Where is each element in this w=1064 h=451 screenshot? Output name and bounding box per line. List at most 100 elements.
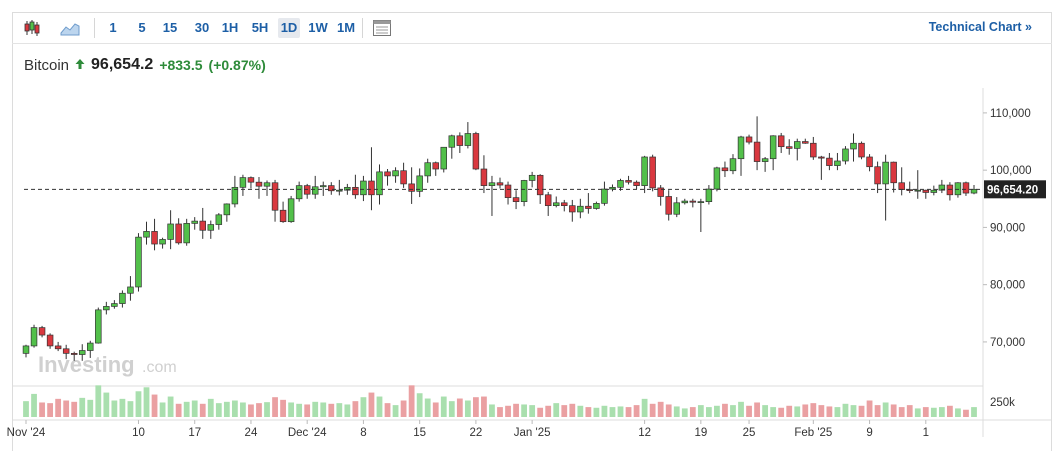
- volume-bar: [593, 407, 600, 417]
- timeframe-30-button[interactable]: 30: [194, 20, 210, 35]
- volume-bar: [521, 404, 527, 417]
- volume-bar: [464, 400, 471, 417]
- volume-bar: [95, 385, 102, 417]
- candle-body: [22, 345, 30, 354]
- volume-axis-label: 250k: [990, 397, 1015, 409]
- candle-body: [239, 177, 247, 188]
- volume-bar: [31, 393, 37, 417]
- candle-body: [842, 148, 849, 162]
- volume-bar: [408, 385, 415, 417]
- x-tick-label: Jan '25: [514, 427, 551, 439]
- area-chart-icon[interactable]: [58, 17, 82, 39]
- volume-bar: [649, 403, 656, 417]
- volume-bar: [963, 409, 969, 417]
- candle-body: [456, 135, 464, 146]
- candle-body: [569, 205, 576, 213]
- volume-bar: [842, 403, 849, 417]
- candle-body: [745, 136, 753, 143]
- candle-body: [970, 188, 978, 194]
- candle-body: [62, 348, 70, 354]
- candle-body: [111, 303, 118, 307]
- volume-bar: [665, 404, 672, 417]
- y-tick-label: 90,000: [990, 222, 1025, 234]
- candle-body: [810, 142, 817, 158]
- volume-bar: [400, 400, 407, 417]
- volume-bar: [617, 406, 624, 417]
- volume-bar: [272, 397, 278, 417]
- candlestick-icon[interactable]: [20, 17, 44, 39]
- volume-bar: [722, 403, 728, 417]
- instrument-name: Bitcoin: [24, 56, 70, 74]
- candle-body: [520, 180, 528, 202]
- volume-bar: [87, 399, 94, 417]
- candle-body: [231, 186, 239, 205]
- volume-bar: [288, 402, 295, 417]
- candle-body: [721, 167, 729, 172]
- volume-bar: [376, 396, 383, 417]
- timeframe-5h-button[interactable]: 5H: [251, 20, 269, 35]
- y-tick-label: 70,000: [990, 337, 1025, 349]
- timeframe-1m-button[interactable]: 1M: [336, 20, 356, 35]
- candle-body: [512, 197, 520, 202]
- candle-body: [946, 184, 954, 196]
- timeframe-15-button[interactable]: 15: [162, 20, 178, 35]
- timeframe-1h-button[interactable]: 1H: [221, 20, 239, 35]
- candle-body: [544, 194, 552, 207]
- candle-body: [536, 174, 544, 196]
- volume-bar: [505, 405, 511, 417]
- volume-bar: [553, 403, 560, 417]
- timeframe-1w-button[interactable]: 1W: [308, 20, 328, 35]
- volume-bar: [705, 407, 712, 417]
- volume-bar: [456, 398, 463, 417]
- timeframe-1d-button[interactable]: 1D: [278, 18, 300, 38]
- volume-bar: [424, 398, 431, 417]
- x-tick-label: 25: [743, 427, 756, 439]
- volume-bar: [802, 404, 809, 417]
- candle-body: [70, 353, 78, 355]
- volume-bar: [882, 402, 889, 417]
- volume-bar: [384, 403, 391, 417]
- x-tick-label: 17: [188, 427, 201, 439]
- volume-bar: [328, 403, 335, 417]
- volume-bar: [657, 401, 664, 417]
- volume-bar: [481, 396, 487, 417]
- x-tick-label: 19: [694, 427, 707, 439]
- arrow-up-icon: [75, 57, 85, 74]
- timeframe-5-button[interactable]: 5: [138, 20, 146, 35]
- candle-body: [360, 180, 367, 196]
- timeframe-1-button[interactable]: 1: [109, 20, 117, 35]
- candle-body: [625, 180, 632, 183]
- volume-bar: [489, 404, 495, 417]
- volume-bar: [352, 401, 359, 417]
- volume-bar: [754, 402, 760, 417]
- candle-body: [834, 160, 841, 166]
- candle-body: [392, 170, 399, 177]
- candle-body: [954, 182, 962, 196]
- chart-toolbar: 1 5 15 30 1H 5H 1D 1W 1M Technical Chart »: [12, 12, 1052, 44]
- x-tick-label: 8: [360, 427, 366, 439]
- volume-bar: [834, 407, 841, 417]
- candle-body: [247, 177, 255, 183]
- volume-bar: [778, 407, 785, 417]
- candle-body: [440, 146, 448, 170]
- candle-body: [263, 182, 271, 187]
- candle-body: [496, 182, 504, 186]
- candle-body: [143, 231, 150, 238]
- candle-body: [151, 231, 158, 245]
- table-icon[interactable]: [370, 17, 394, 39]
- candle-body: [769, 135, 777, 160]
- candle-body: [713, 167, 721, 190]
- candle-body: [46, 334, 54, 347]
- volume-bar: [320, 402, 327, 417]
- y-tick-label: 80,000: [990, 280, 1025, 292]
- chart-frame: [12, 12, 1052, 451]
- technical-chart-link[interactable]: Technical Chart »: [928, 20, 1032, 34]
- volume-bar: [971, 407, 977, 417]
- candle-body: [874, 166, 881, 185]
- candle-body: [183, 223, 190, 244]
- volume-bar: [111, 400, 118, 417]
- candle-body: [914, 189, 922, 192]
- volume-bar: [231, 400, 238, 417]
- candle-body: [818, 156, 825, 159]
